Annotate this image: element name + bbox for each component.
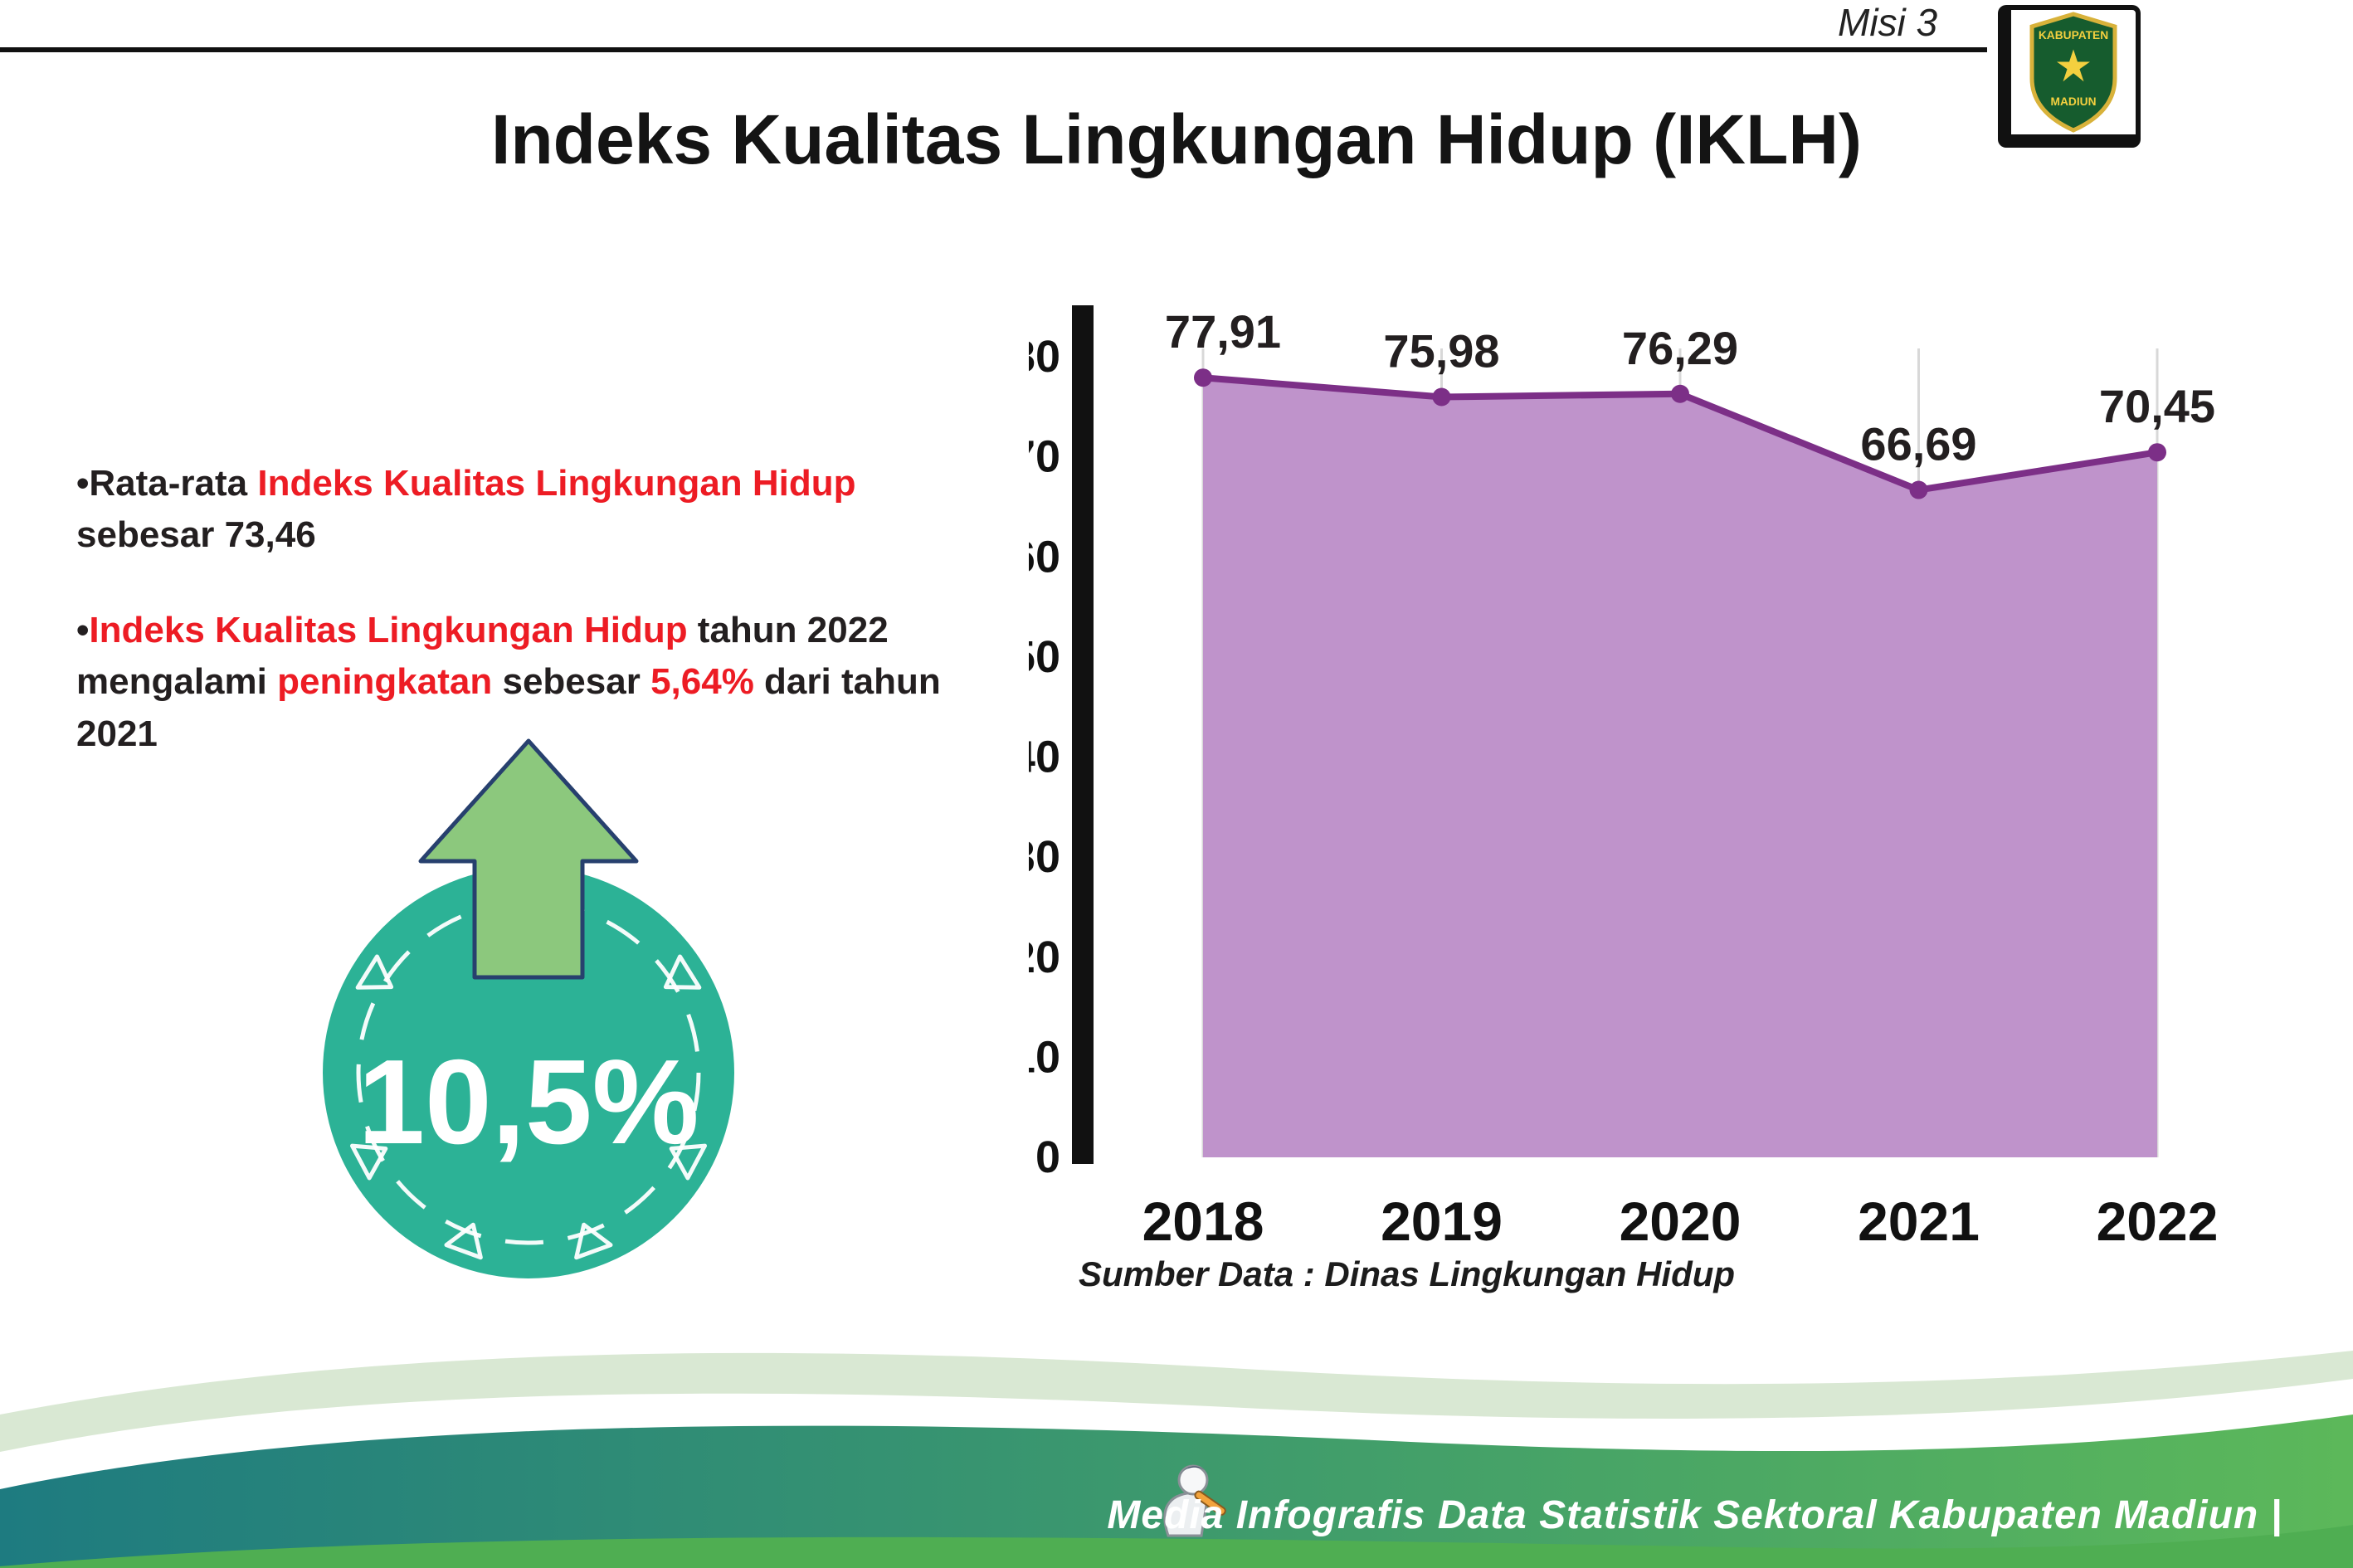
bullet1-highlight: Indeks Kualitas Lingkungan Hidup — [257, 463, 856, 504]
area-fill — [1203, 377, 2157, 1157]
mascot-icon — [1163, 1464, 1226, 1537]
value-label: 66,69 — [1860, 418, 1976, 470]
summary-bullets: •Rata-rata Indeks Kualitas Lingkungan Hi… — [76, 458, 989, 803]
crest-star — [2057, 49, 2090, 82]
mascot-head — [1177, 1464, 1209, 1496]
data-point — [1909, 480, 1928, 499]
data-point — [2148, 443, 2166, 462]
header-rule — [0, 47, 1987, 52]
x-tick-label: 2019 — [1381, 1191, 1503, 1252]
badge-circle — [323, 867, 734, 1278]
bullet2-highlight-iklh: Indeks Kualitas Lingkungan Hidup — [89, 609, 688, 650]
bullet-increase-2022: •Indeks Kualitas Lingkungan Hidup tahun … — [76, 605, 989, 760]
x-tick-label: 2020 — [1620, 1191, 1742, 1252]
kabupaten-madiun-logo-frame: KABUPATEN MADIUN — [1998, 5, 2141, 148]
value-label: 77,91 — [1165, 305, 1281, 358]
wave-main-gradient — [0, 1415, 2353, 1568]
y-tick-label: 80 — [1029, 332, 1060, 382]
y-axis-bar — [1072, 305, 1094, 1164]
y-tick-label: 10 — [1029, 1032, 1060, 1082]
value-label: 75,98 — [1383, 324, 1499, 377]
misi-label: Misi 3 — [1838, 1, 1938, 44]
bullet2-highlight-percent: 5,64% — [650, 661, 754, 703]
chart-source-note: Sumber Data : Dinas Lingkungan Hidup — [1079, 1254, 1736, 1293]
wave-bottom-strip — [0, 1525, 2353, 1568]
y-tick-label: 50 — [1029, 632, 1060, 682]
badge-dashed-ring — [356, 900, 701, 1245]
data-point — [1671, 384, 1689, 403]
bullet2-text1: tahun 2022 mengalami — [76, 609, 889, 703]
bullet2-highlight-peningkatan: peningkatan — [277, 661, 493, 703]
bullet1-text: •Rata-rata — [76, 463, 258, 504]
crest-top-text: KABUPATEN — [2039, 29, 2108, 41]
y-tick-label: 60 — [1029, 532, 1060, 582]
x-tick-label: 2021 — [1858, 1191, 1980, 1252]
y-tick-label: 20 — [1029, 933, 1060, 982]
footer-credit: Media Infografis Data Statistik Sektoral… — [1107, 1493, 2282, 1537]
iklh-area-chart: 0 10 20 30 40 50 60 70 80 77,91 75,98 76,29 66,69 70,… — [1011, 305, 2219, 1252]
bullet2-dot: • — [76, 609, 90, 650]
value-label: 76,29 — [1622, 322, 1738, 374]
iklh-chart-area: 0 10 20 30 40 50 60 70 80 77,91 75,98 76,29 66,69 70,… — [1011, 274, 2290, 1327]
bullet1-tail: sebesar 73,46 — [76, 514, 316, 556]
page-title: Indeks Kualitas Lingkungan Hidup (IKLH) — [490, 100, 1863, 178]
data-point — [1194, 368, 1212, 387]
y-tick-label: 40 — [1029, 733, 1060, 782]
x-tick-label: 2022 — [2097, 1191, 2219, 1252]
pencil-icon — [1194, 1490, 1226, 1516]
data-point — [1432, 387, 1451, 407]
badge-ring-triangles — [349, 954, 708, 1260]
y-tick-label: 70 — [1029, 432, 1060, 482]
y-tick-label: 30 — [1029, 832, 1060, 882]
increase-badge: 10,5% — [323, 738, 734, 1278]
badge-value: 10,5% — [358, 1035, 699, 1169]
footer-wave-decoration — [0, 1351, 2353, 1568]
bullet-average-iklh: •Rata-rata Indeks Kualitas Lingkungan Hi… — [76, 458, 989, 562]
y-tick-label: 0 — [1035, 1132, 1060, 1182]
up-arrow-icon — [418, 738, 639, 980]
crest-bottom-text: MADIUN — [2051, 95, 2097, 108]
x-tick-label: 2018 — [1142, 1191, 1264, 1252]
bullet2-text2: sebesar — [492, 661, 651, 703]
kabupaten-madiun-crest-icon: KABUPATEN MADIUN — [2029, 12, 2117, 133]
bullet2-tail: dari tahun 2021 — [76, 661, 941, 754]
value-label: 70,45 — [2099, 380, 2215, 432]
